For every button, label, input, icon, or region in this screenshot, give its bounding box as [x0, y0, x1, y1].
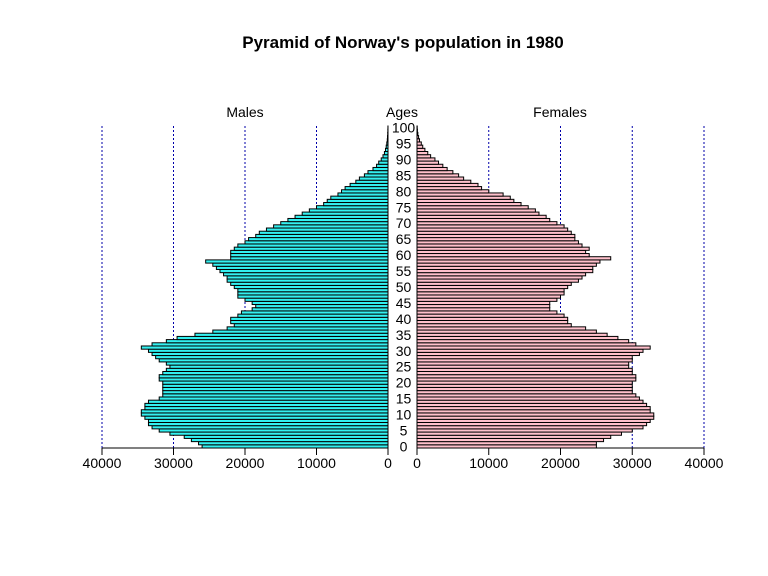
female-x-tick-label-0: 0 [413, 455, 421, 471]
female-x-tick-label-10000: 10000 [469, 455, 508, 471]
age-tick-label-40: 40 [396, 311, 412, 327]
male-bars [140, 125, 389, 449]
age-tick-label-90: 90 [396, 151, 412, 167]
age-tick-label-35: 35 [396, 327, 412, 343]
age-tick-label-0: 0 [400, 438, 408, 454]
age-tick-label-75: 75 [396, 199, 412, 215]
age-tick-label-15: 15 [396, 391, 412, 407]
female-bars [416, 125, 655, 449]
age-tick-label-20: 20 [396, 375, 412, 391]
chart-title: Pyramid of Norway's population in 1980 [242, 33, 563, 52]
age-tick-label-95: 95 [396, 136, 412, 152]
age-tick-label-30: 30 [396, 343, 412, 359]
ages-axis-label: Ages [386, 104, 418, 120]
male-x-tick-label-30000: 30000 [154, 455, 193, 471]
age-tick-label-80: 80 [396, 183, 412, 199]
age-tick-label-85: 85 [396, 167, 412, 183]
male-x-tick-label-10000: 10000 [297, 455, 336, 471]
age-labels: 0510152025303540455055606570758085909510… [392, 120, 416, 455]
male-x-tick-label-0: 0 [384, 455, 392, 471]
age-tick-label-45: 45 [396, 295, 412, 311]
age-tick-label-50: 50 [396, 279, 412, 295]
age-tick-label-55: 55 [396, 263, 412, 279]
female-x-tick-label-20000: 20000 [541, 455, 580, 471]
age-tick-label-65: 65 [396, 231, 412, 247]
males-panel-label: Males [226, 104, 263, 120]
female-x-tick-label-30000: 30000 [613, 455, 652, 471]
females-panel-label: Females [533, 104, 587, 120]
age-tick-label-70: 70 [396, 215, 412, 231]
male-x-tick-label-20000: 20000 [226, 455, 265, 471]
male-x-tick-label-40000: 40000 [83, 455, 122, 471]
age-tick-label-5: 5 [400, 422, 408, 438]
age-tick-label-10: 10 [396, 407, 412, 423]
x-axes: 40000 30000 20000 10000 0 0 10000 20000 30000 400… [83, 447, 724, 471]
age-tick-label-100: 100 [392, 120, 416, 136]
age-tick-label-60: 60 [396, 247, 412, 263]
age-tick-label-25: 25 [396, 359, 412, 375]
female-x-tick-label-40000: 40000 [685, 455, 724, 471]
